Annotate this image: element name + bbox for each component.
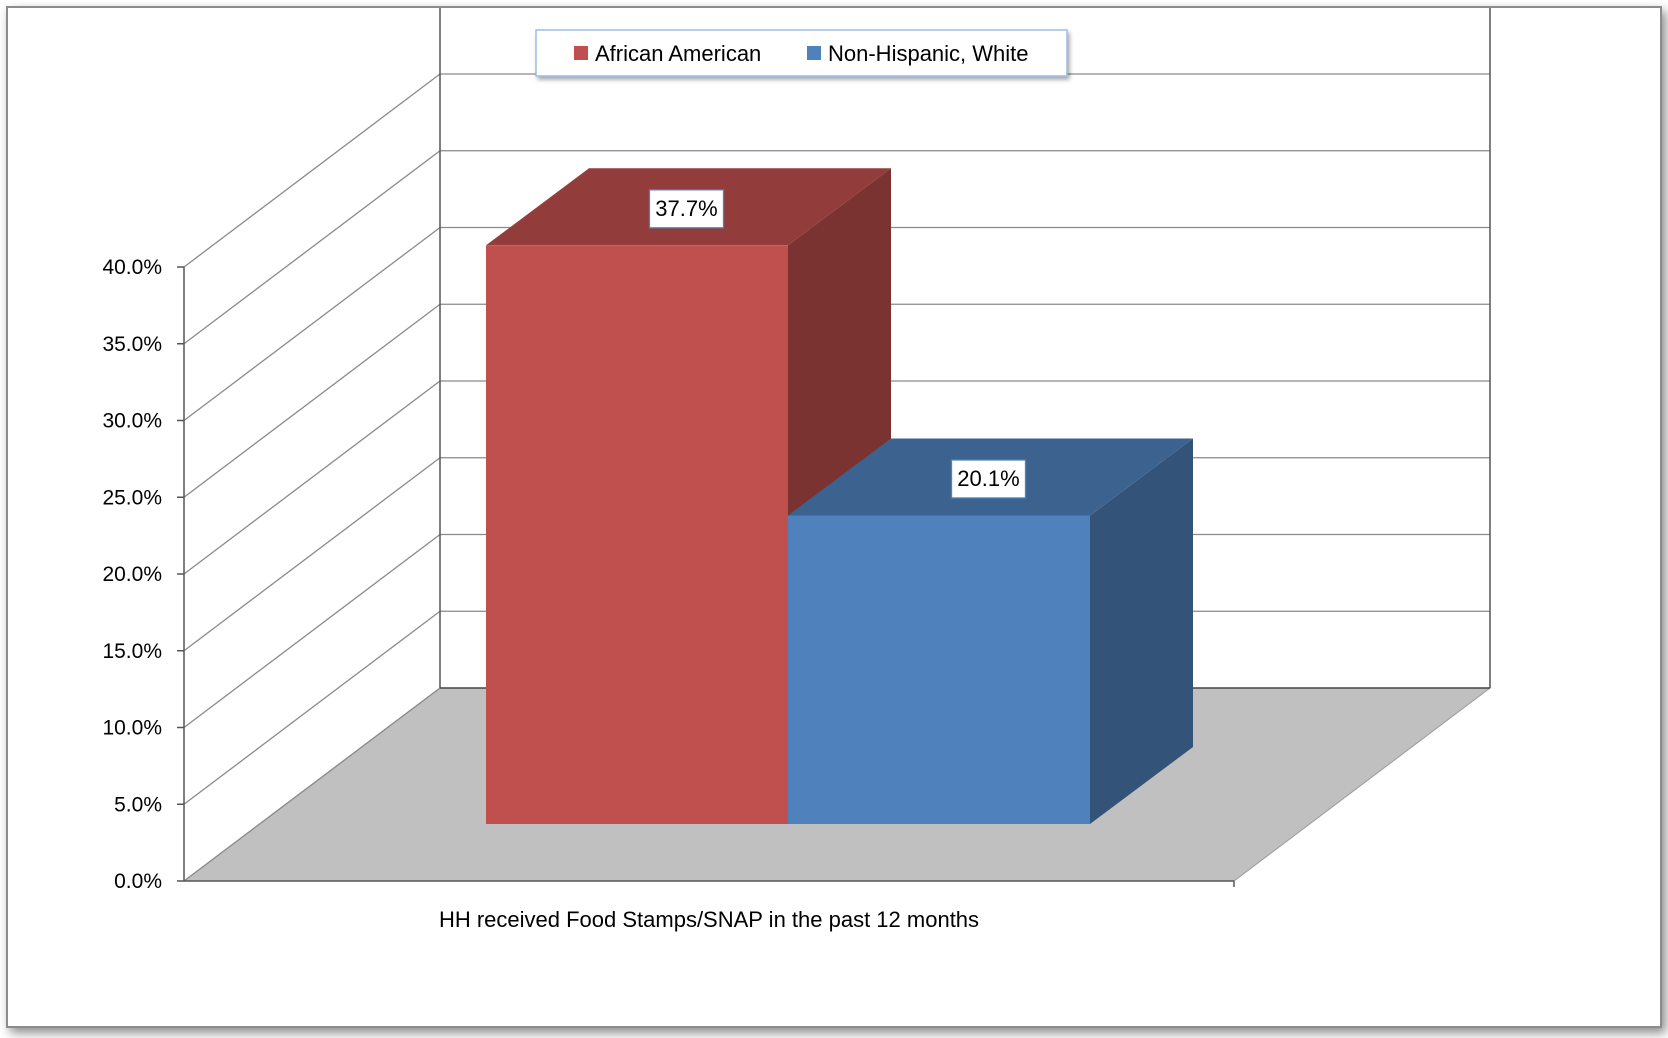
y-tick-label: 5.0%	[114, 793, 162, 816]
data-label-box	[950, 459, 1027, 499]
data-label-box	[648, 189, 725, 229]
bar-front-face	[486, 245, 788, 824]
bar-front-face	[788, 515, 1090, 824]
y-tick-label: 25.0%	[102, 486, 162, 509]
legend-swatch	[807, 46, 821, 60]
side-gridline	[183, 687, 441, 882]
data-label: 20.1%	[957, 466, 1019, 491]
bar-side-face	[1090, 438, 1193, 824]
side-gridline	[183, 73, 441, 268]
side-gridline	[183, 457, 441, 652]
legend-label: African American	[595, 41, 761, 66]
legend-swatch	[574, 46, 588, 60]
y-tick-label: 35.0%	[102, 333, 162, 356]
y-tick-label: 20.0%	[102, 563, 162, 586]
legend-label: Non-Hispanic, White	[828, 41, 1029, 66]
chart-svg: 0.0% 5.0% 10.0% 15.0% 20.0% 25.0% 30.0% 35.0% 40…	[102, 8, 1492, 932]
y-tick-label: 15.0%	[102, 640, 162, 663]
chart-frame: 0.0% 5.0% 10.0% 15.0% 20.0% 25.0% 30.0% 35.0% 40…	[6, 6, 1662, 1028]
y-tick-label: 30.0%	[102, 410, 162, 433]
legend: African American Non-Hispanic, White	[535, 29, 1068, 77]
side-gridline	[183, 610, 441, 805]
y-axis: 0.0% 5.0% 10.0% 15.0% 20.0% 25.0% 30.0% 35.0% 40…	[102, 256, 1235, 893]
side-gridline	[183, 226, 441, 422]
bar-non-hispanic-white: 20.1%	[788, 438, 1193, 824]
side-gridline	[183, 150, 441, 345]
bars: 37.7% 20.1%	[486, 168, 1193, 824]
x-category-label: HH received Food Stamps/SNAP in the past…	[439, 907, 979, 932]
legend-box	[535, 29, 1068, 77]
data-label: 37.7%	[655, 196, 717, 221]
x-axis: HH received Food Stamps/SNAP in the past…	[439, 907, 979, 932]
side-gridline	[183, 303, 441, 498]
side-gridline	[183, 380, 441, 575]
y-tick-label: 40.0%	[102, 256, 162, 279]
y-tick-label: 10.0%	[102, 717, 162, 740]
y-tick-label: 0.0%	[114, 870, 162, 893]
side-gridline	[183, 533, 441, 729]
